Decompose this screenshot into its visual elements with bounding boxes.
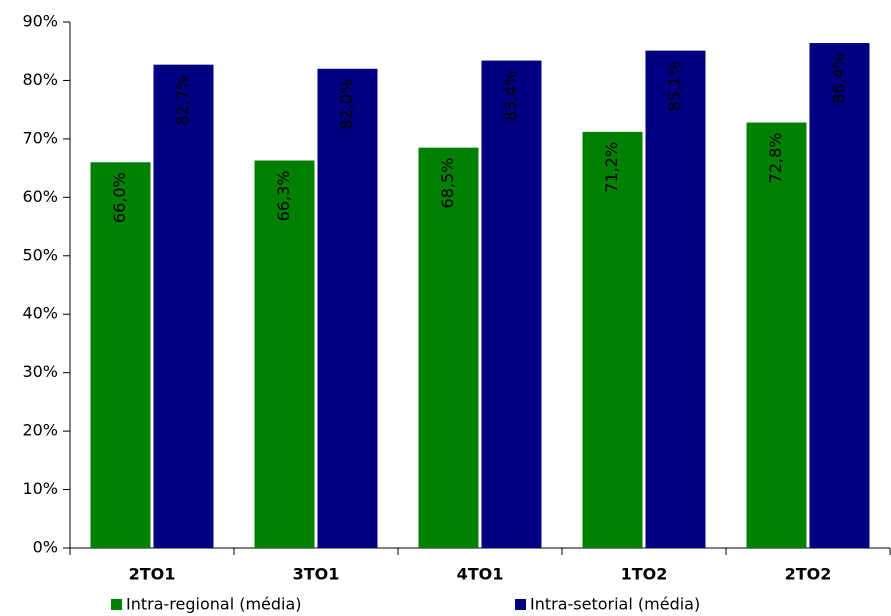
legend-label: Intra-regional (média): [126, 595, 302, 614]
data-label: 85,1%: [665, 61, 684, 112]
data-label: 66,3%: [274, 171, 293, 222]
bar: [254, 160, 315, 548]
y-tick-label: 30%: [22, 362, 58, 381]
bar: [317, 68, 378, 548]
data-label: 82,7%: [173, 75, 192, 126]
data-label: 71,2%: [602, 142, 621, 193]
y-tick-label: 80%: [22, 70, 58, 89]
bar: [90, 162, 151, 548]
x-tick-label: 2TO2: [785, 565, 832, 584]
x-tick-label: 4TO1: [457, 565, 504, 584]
x-tick-label: 3TO1: [293, 565, 340, 584]
data-label: 86,4%: [829, 53, 848, 104]
bar: [809, 43, 870, 548]
bar: [582, 131, 643, 548]
legend-swatch: [515, 599, 526, 610]
data-label: 72,8%: [766, 133, 785, 184]
bar: [645, 50, 706, 548]
bar: [746, 122, 807, 548]
y-tick-label: 90%: [22, 12, 58, 31]
y-tick-label: 70%: [22, 128, 58, 147]
bar: [418, 147, 479, 548]
y-tick-label: 10%: [22, 479, 58, 498]
y-tick-label: 50%: [22, 245, 58, 264]
legend-swatch: [111, 599, 122, 610]
legend-label: Intra-setorial (média): [530, 595, 700, 614]
bar: [481, 60, 542, 548]
data-label: 68,5%: [438, 158, 457, 209]
x-tick-label: 2TO1: [129, 565, 176, 584]
y-tick-label: 20%: [22, 421, 58, 440]
y-tick-label: 60%: [22, 187, 58, 206]
x-tick-label: 1TO2: [621, 565, 668, 584]
y-tick-label: 40%: [22, 304, 58, 323]
data-label: 82,0%: [337, 79, 356, 130]
data-label: 66,0%: [110, 172, 129, 223]
bar: [153, 64, 214, 549]
data-label: 83,4%: [501, 71, 520, 122]
y-tick-label: 0%: [33, 538, 58, 557]
